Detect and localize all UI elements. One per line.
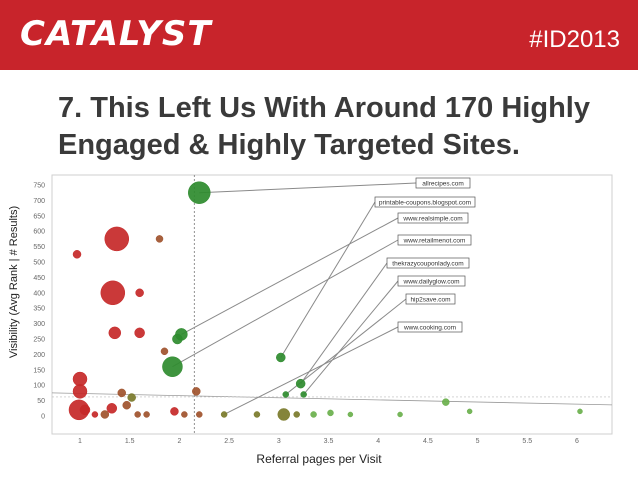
y-tick-label: 700 xyxy=(33,198,45,205)
y-tick-label: 450 xyxy=(33,275,45,282)
annotation-box xyxy=(374,196,476,208)
annotation-leader-line xyxy=(300,262,388,384)
catalyst-logo: CATALYST xyxy=(20,14,212,54)
annotation-label: www.retailmenot.com xyxy=(403,237,466,244)
data-point xyxy=(466,408,473,415)
x-axis-label: Referral pages per Visit xyxy=(256,452,382,466)
annotation-leader-line xyxy=(303,280,399,395)
annotation-leader-line xyxy=(199,182,417,194)
data-point xyxy=(155,235,164,243)
y-tick-label: 50 xyxy=(37,398,45,405)
y-tick-label: 400 xyxy=(33,290,45,297)
annotation-box xyxy=(415,177,471,189)
annotation-label: www.dailyglow.com xyxy=(403,278,460,285)
annotation-label: allrecipes.com xyxy=(422,180,464,187)
data-point xyxy=(253,411,261,418)
y-tick-label: 650 xyxy=(33,213,45,220)
data-point xyxy=(310,411,317,418)
x-tick-label: 3 xyxy=(277,438,281,445)
annotation-label: hip2save.com xyxy=(410,296,450,303)
data-point xyxy=(277,408,291,421)
data-point xyxy=(295,378,306,389)
data-point xyxy=(347,411,354,418)
data-point xyxy=(72,371,88,387)
data-point xyxy=(79,404,91,416)
data-point xyxy=(100,410,110,419)
data-point xyxy=(282,391,290,398)
y-tick-label: 600 xyxy=(33,229,45,236)
reference-line-horizontal xyxy=(51,392,613,406)
data-point xyxy=(100,280,126,306)
data-point xyxy=(134,411,141,418)
data-point xyxy=(300,391,307,398)
data-point xyxy=(170,407,179,416)
x-tick-label: 6 xyxy=(575,438,579,445)
y-tick-label: 500 xyxy=(33,260,45,267)
y-tick-label: 350 xyxy=(33,306,45,313)
x-tick-label: 4.5 xyxy=(423,438,433,445)
annotation-box xyxy=(397,234,472,246)
data-point xyxy=(160,347,169,356)
annotation-leader-line xyxy=(172,239,399,368)
annotation-box xyxy=(386,257,470,269)
y-tick-label: 0 xyxy=(41,414,45,421)
x-tick-label: 1 xyxy=(78,438,82,445)
x-tick-label: 2 xyxy=(177,438,181,445)
x-tick-label: 5 xyxy=(476,438,480,445)
annotation-box xyxy=(397,212,469,224)
data-point xyxy=(117,388,126,398)
x-tick-label: 4 xyxy=(376,438,380,445)
annotation-label: printable-coupons.blogspot.com xyxy=(379,199,471,206)
data-point xyxy=(276,352,286,363)
data-point xyxy=(192,387,201,396)
plot-frame xyxy=(51,174,613,435)
y-tick-label: 750 xyxy=(33,183,45,190)
data-point xyxy=(162,356,183,377)
annotation-label: www.cooking.com xyxy=(403,324,456,331)
annotation-box xyxy=(397,321,463,333)
data-point xyxy=(327,409,334,417)
x-tick-label: 3.5 xyxy=(324,438,334,445)
x-tick-label: 1.5 xyxy=(125,438,135,445)
data-point xyxy=(122,400,131,410)
slide-title: 7. This Left Us With Around 170 Highly E… xyxy=(58,92,590,161)
annotation-leader-line xyxy=(285,298,407,395)
annotation-box xyxy=(397,275,466,287)
y-tick-label: 250 xyxy=(33,337,45,344)
data-point xyxy=(196,411,203,418)
header-bar: CATALYST #ID2013 xyxy=(0,0,638,70)
annotation-leader-line xyxy=(223,326,399,415)
data-point xyxy=(108,326,122,340)
y-tick-label: 200 xyxy=(33,352,45,359)
data-point xyxy=(106,403,118,414)
y-tick-label: 300 xyxy=(33,321,45,328)
y-tick-label: 150 xyxy=(33,367,45,374)
annotation-box xyxy=(405,293,456,305)
data-point xyxy=(127,393,136,402)
annotation-label: www.realsimple.com xyxy=(402,215,462,222)
y-tick-label: 550 xyxy=(33,244,45,251)
data-point xyxy=(104,226,130,252)
annotation-leader-line xyxy=(181,217,399,335)
data-point xyxy=(397,411,403,418)
data-point xyxy=(220,411,228,418)
data-point xyxy=(135,288,144,298)
data-point xyxy=(442,398,450,406)
data-point xyxy=(134,327,145,339)
annotation-label: thekrazycouponlady.com xyxy=(392,260,463,267)
data-point xyxy=(72,250,82,259)
data-point xyxy=(293,411,300,418)
data-point xyxy=(188,181,211,204)
data-point xyxy=(181,411,188,418)
data-point xyxy=(72,384,88,399)
data-point xyxy=(175,328,188,341)
x-tick-label: 2.5 xyxy=(224,438,234,445)
data-point xyxy=(577,408,583,415)
event-hashtag: #ID2013 xyxy=(529,26,620,53)
data-point xyxy=(91,411,99,418)
y-tick-label: 100 xyxy=(33,383,45,390)
data-point xyxy=(143,411,150,418)
x-tick-label: 5.5 xyxy=(522,438,532,445)
